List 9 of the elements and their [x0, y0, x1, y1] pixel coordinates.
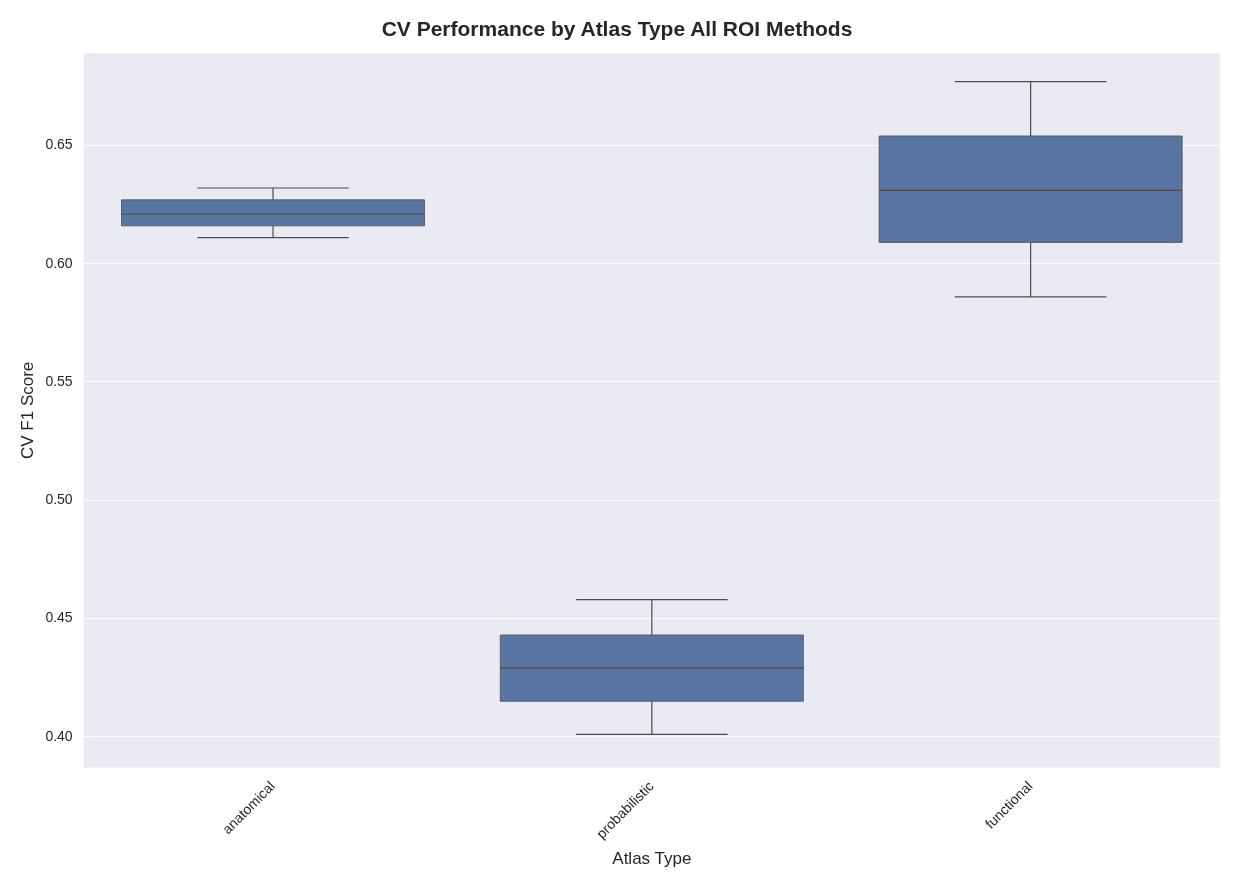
y-tick-label: 0.60 [45, 254, 73, 271]
chart-title: CV Performance by Atlas Type All ROI Methods [381, 17, 853, 41]
y-tick-label: 0.55 [45, 372, 73, 389]
x-axis-title: Atlas Type [612, 849, 692, 869]
y-tick-label: 0.50 [45, 491, 73, 508]
y-tick-label: 0.40 [45, 727, 73, 744]
y-axis-title: CV F1 Score [17, 361, 37, 459]
y-tick-label: 0.45 [45, 609, 73, 626]
y-tick-label: 0.65 [45, 136, 73, 153]
